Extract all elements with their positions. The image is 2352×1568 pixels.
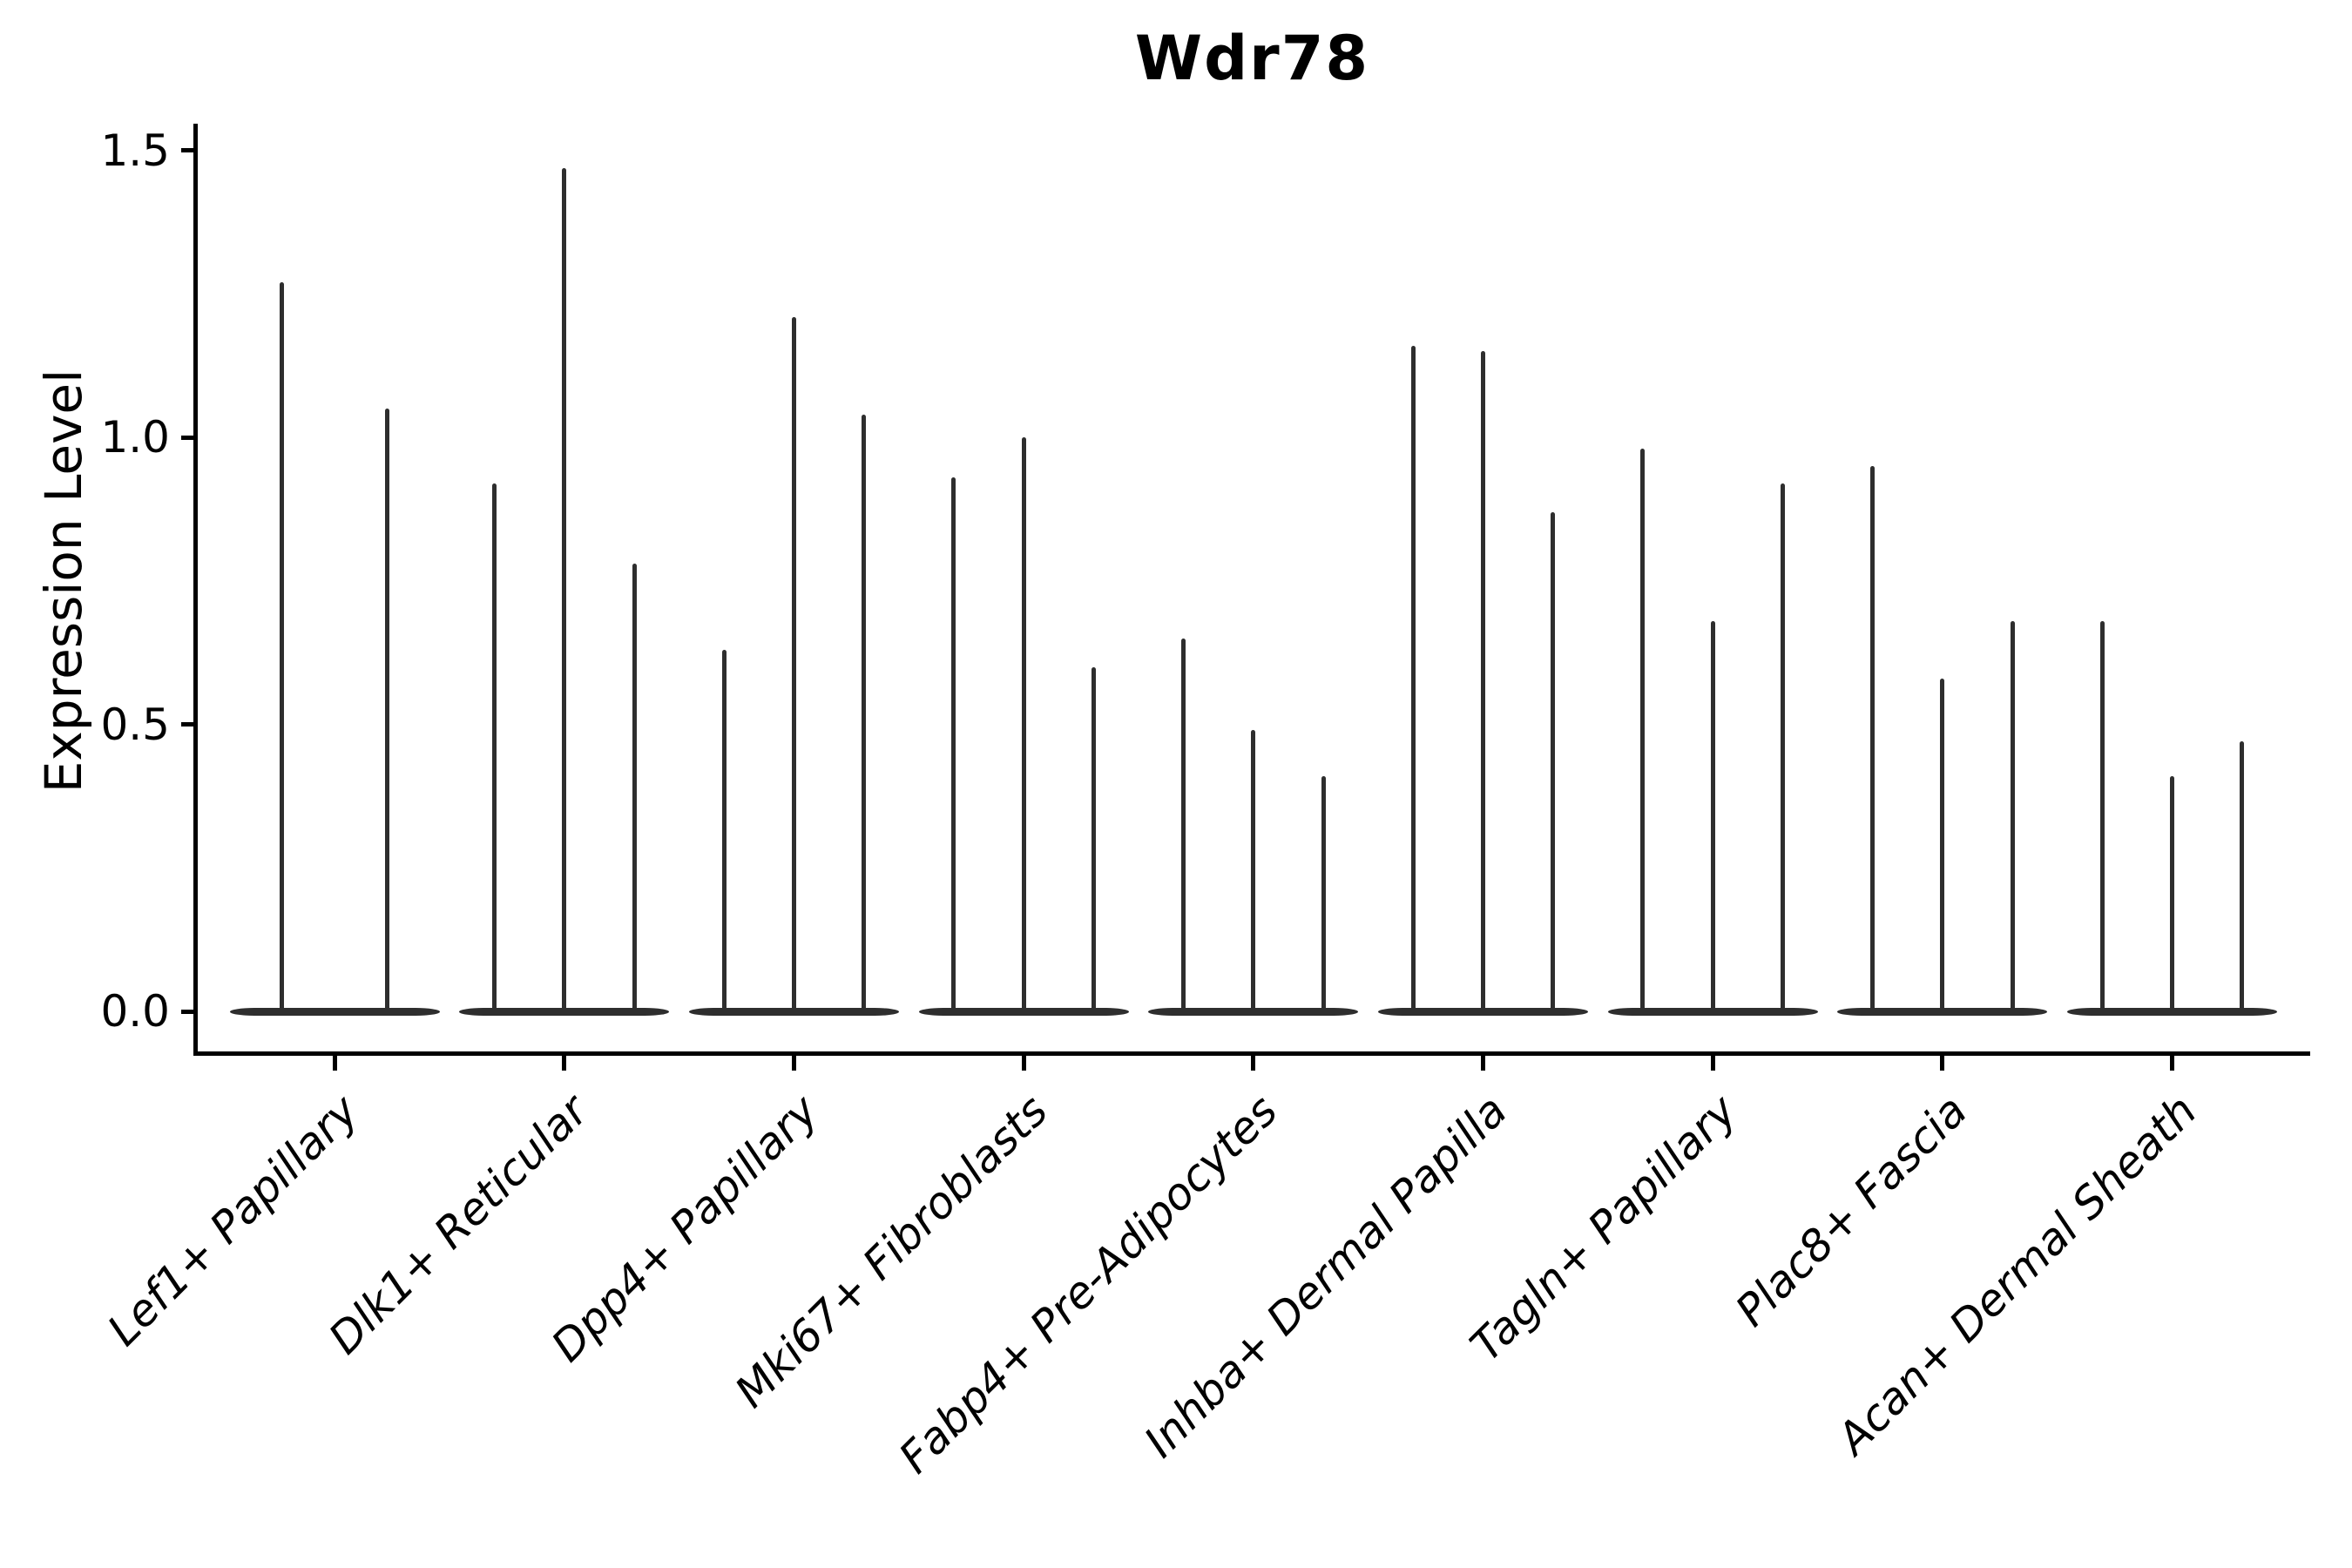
violin-body xyxy=(1940,678,1945,1013)
x-tick xyxy=(2170,1053,2175,1071)
x-tick xyxy=(562,1053,567,1071)
violin-body xyxy=(1781,483,1786,1013)
violin-body xyxy=(1091,666,1096,1013)
y-tick xyxy=(181,435,195,440)
x-tick-label: Fabp4+ Pre-Adipocytes xyxy=(889,1085,1288,1484)
x-tick-label: Dlk1+ Reticular xyxy=(319,1085,598,1364)
violin-body xyxy=(1321,775,1326,1013)
y-axis-line xyxy=(193,124,198,1056)
violin-body xyxy=(1180,638,1186,1013)
plot-title: Wdr78 xyxy=(1134,23,1370,94)
y-tick-label: 1.5 xyxy=(100,125,170,176)
violin-body xyxy=(862,414,867,1013)
violin-body xyxy=(1551,511,1556,1013)
violin-body xyxy=(951,477,956,1013)
violin-body xyxy=(1481,351,1485,1013)
x-tick-label: Lef1+ Papillary xyxy=(98,1085,368,1356)
violin-body xyxy=(2240,741,2245,1013)
y-tick xyxy=(181,148,195,153)
x-tick xyxy=(1251,1053,1256,1071)
x-tick xyxy=(791,1053,796,1071)
violin-body xyxy=(2099,621,2105,1013)
y-tick-label: 0.0 xyxy=(100,986,170,1037)
violin-base xyxy=(229,1007,440,1016)
violin-body xyxy=(2170,775,2175,1013)
y-tick xyxy=(181,1009,195,1014)
violin-body xyxy=(791,316,796,1013)
violin-body xyxy=(1251,730,1256,1013)
violin-body xyxy=(1021,437,1026,1013)
violin-body xyxy=(2010,621,2015,1013)
violin-body xyxy=(384,409,389,1013)
violin-body xyxy=(562,167,567,1013)
y-tick-label: 1.0 xyxy=(100,412,170,463)
y-tick xyxy=(181,722,195,727)
violin-body xyxy=(1710,621,1715,1013)
x-tick xyxy=(1481,1053,1485,1071)
violin-body xyxy=(632,564,637,1013)
y-tick-label: 0.5 xyxy=(100,699,170,750)
x-tick-label: Plac8+ Fascia xyxy=(1725,1085,1977,1336)
x-tick xyxy=(332,1053,337,1071)
violin-body xyxy=(721,650,727,1013)
x-tick xyxy=(1940,1053,1945,1071)
x-tick xyxy=(1710,1053,1715,1071)
violin-body xyxy=(1640,449,1646,1013)
violin-body xyxy=(1410,345,1416,1013)
x-tick xyxy=(1021,1053,1026,1071)
violin-body xyxy=(491,483,497,1013)
violin-body xyxy=(1870,466,1876,1013)
violin-body xyxy=(280,282,285,1013)
